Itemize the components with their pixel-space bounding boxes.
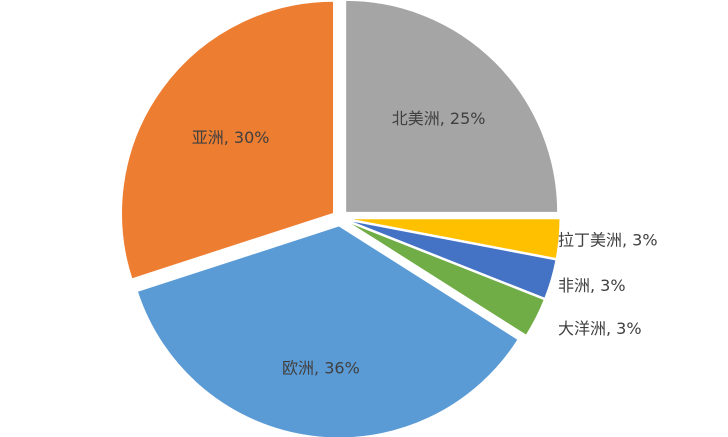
pie-slice-label-1: 拉丁美洲, 3% (558, 231, 658, 250)
pie-slice-3 (346, 221, 545, 336)
pie-slice-1 (347, 218, 561, 260)
pie-slice-5 (121, 0, 335, 280)
pie-slice-2 (347, 219, 557, 299)
pie-slice-label-3: 大洋洲, 3% (558, 319, 642, 338)
pie-slice-label-0: 北美洲, 25% (392, 109, 486, 128)
pie-slice-label-4: 欧洲, 36% (282, 358, 360, 377)
pie-slice-0 (345, 0, 559, 213)
pie-slice-label-2: 非洲, 3% (558, 276, 626, 295)
pie-slice-4 (136, 225, 519, 437)
pie-slice-label-5: 亚洲, 30% (192, 128, 270, 147)
